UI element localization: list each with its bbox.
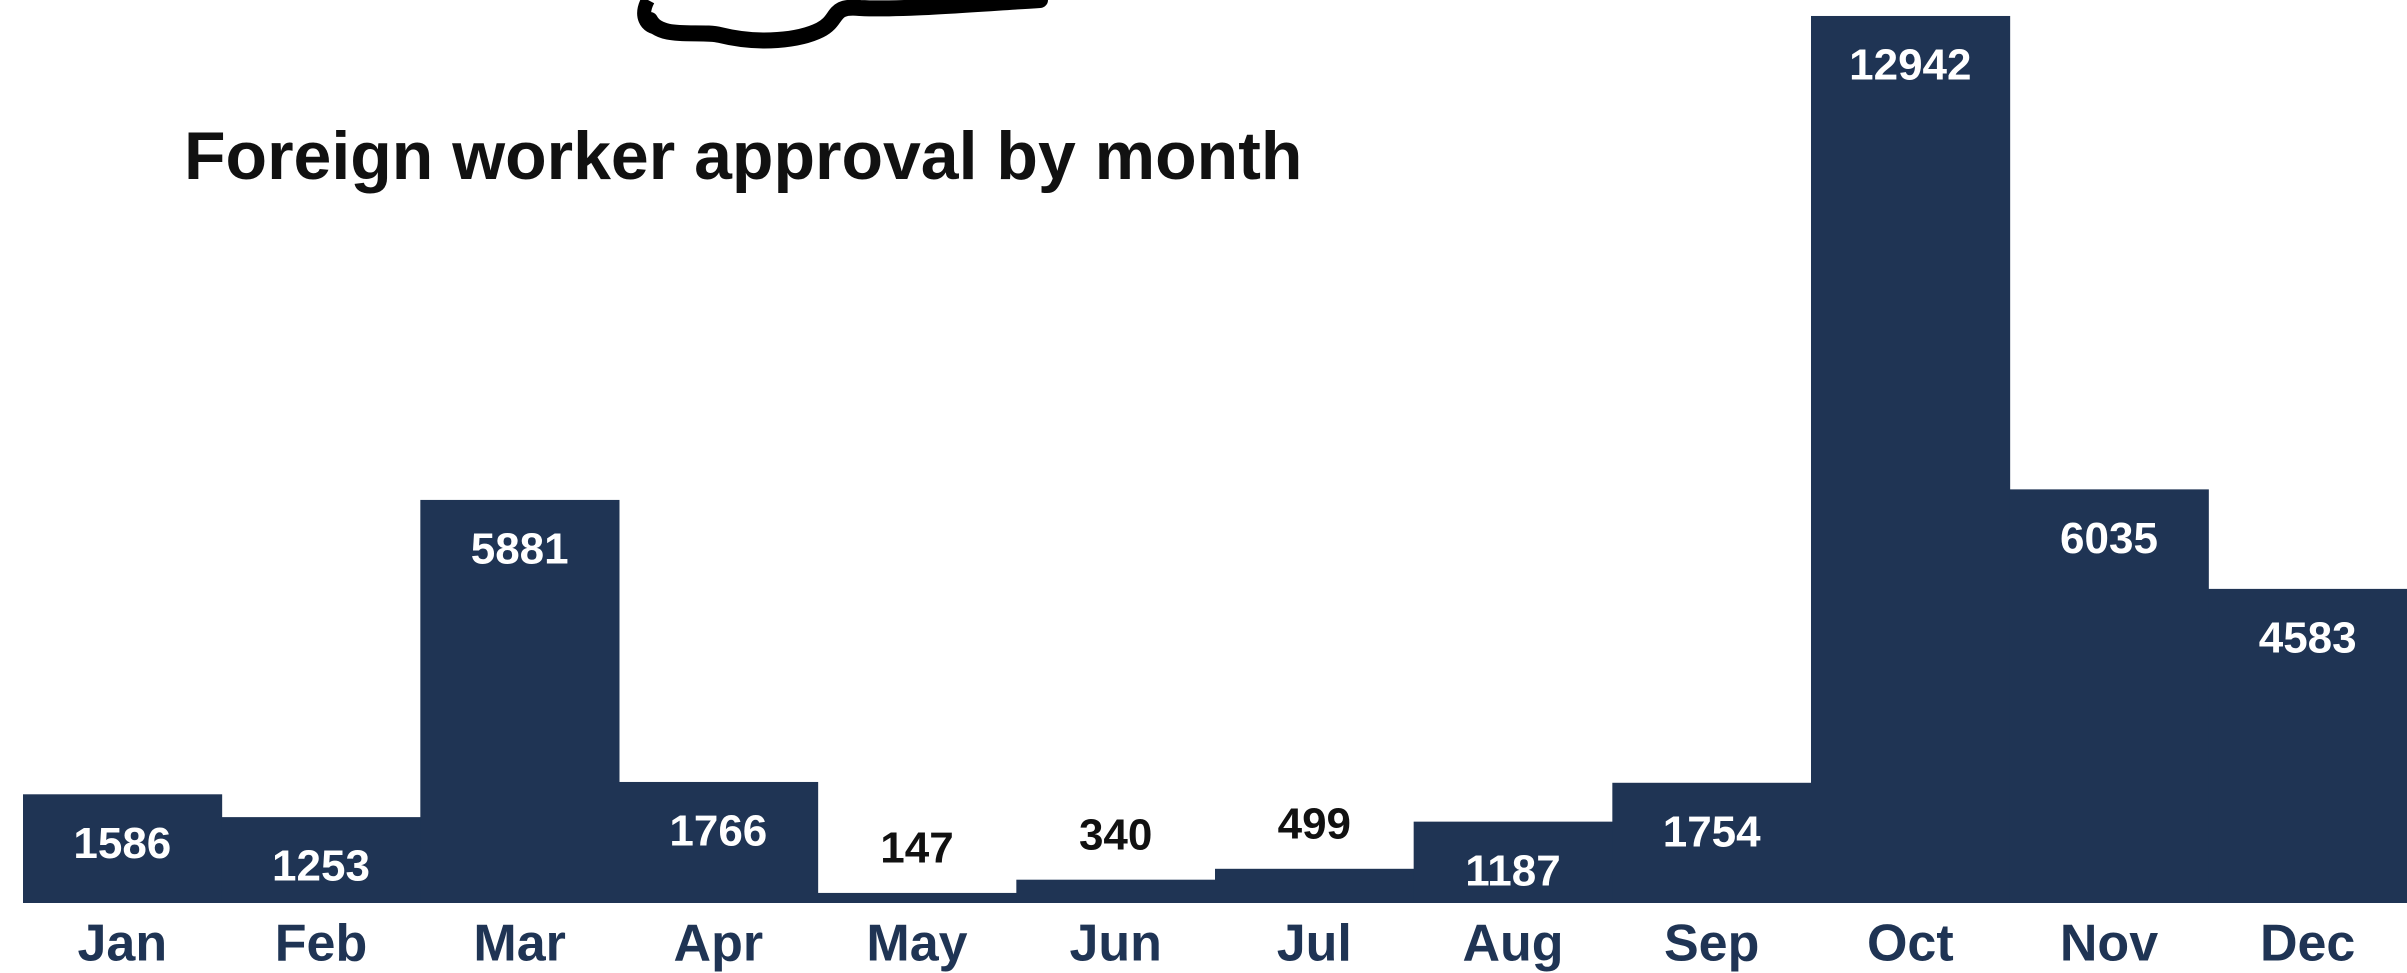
bar [420,499,620,903]
value-label: 499 [1278,799,1351,848]
x-tick-label: Sep [1664,915,1759,973]
value-label: 1253 [272,842,370,891]
bar [619,781,819,903]
bar [2009,489,2209,903]
value-label: 1766 [669,807,767,856]
value-label: 6035 [2060,514,2158,563]
bar [1016,879,1216,903]
chart-title: Foreign worker approval by month [184,118,1302,194]
x-tick-label: Apr [674,915,764,973]
bar [2208,588,2407,903]
x-tick-label: May [866,915,967,973]
value-label: 4583 [2259,614,2357,663]
bar [221,817,421,903]
value-label: 340 [1079,810,1152,859]
value-label: 1586 [73,819,171,868]
value-label: 1754 [1663,807,1761,856]
bar [1215,868,1415,903]
x-tick-label: Nov [2060,915,2158,973]
value-label: 147 [880,824,953,873]
x-tick-label: Jul [1277,915,1352,973]
x-tick-label: Jan [78,915,168,973]
x-tick-label: Aug [1462,915,1563,973]
bar [817,892,1017,903]
decoration [642,0,1048,49]
x-tick-label: Mar [473,915,565,973]
x-tick-label: Jun [1069,915,1161,973]
decoration [637,0,661,35]
value-label: 1187 [1465,846,1560,895]
bar [1413,821,1613,903]
value-label: 5881 [471,525,569,574]
bar [1811,15,2011,904]
bar [1612,782,1812,903]
x-tick-label: Feb [275,915,367,973]
x-tick-label: Oct [1867,915,1954,973]
x-tick-label: Dec [2260,915,2355,973]
bar [23,794,223,903]
value-label: 12942 [1849,41,1971,90]
